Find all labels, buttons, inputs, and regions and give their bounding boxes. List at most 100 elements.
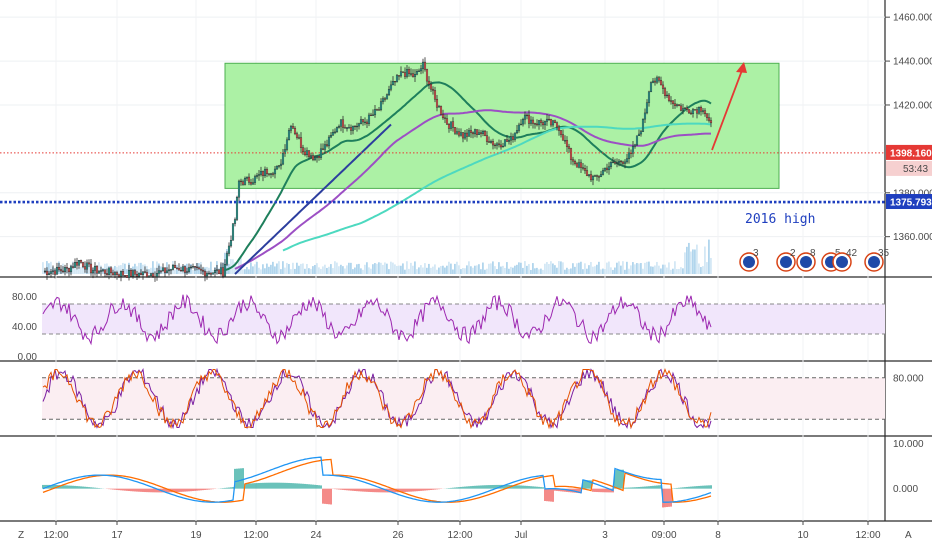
volume-bar [78,267,80,274]
price-tick-label[interactable]: 1420.000 [893,100,932,111]
event-flag-count[interactable]: 3 [753,248,759,259]
macd-histogram-bar [326,488,328,505]
annotation-2016-high[interactable]: 2016 high [745,212,815,227]
volume-bar [496,269,498,274]
candle-body [137,272,141,277]
time-tick-label[interactable]: 12:00 [43,530,68,541]
volume-bar [474,265,476,274]
stochastic-panel[interactable] [42,367,885,430]
candle-body [379,101,383,110]
candle-body [201,270,205,272]
current-price-label[interactable]: 1398.160 [890,148,932,159]
price-tick-label[interactable]: 1440.000 [893,57,932,68]
event-flag-count[interactable]: 35 [878,248,890,259]
volume-bar [436,269,438,274]
projection-arrow[interactable] [711,64,745,151]
macd-tick-label[interactable]: 10.000 [893,439,924,450]
time-tick-label[interactable]: 8 [715,530,721,541]
volume-bar [328,266,330,274]
candle-body [591,176,595,181]
volume-bar [526,265,528,274]
time-tick-label[interactable]: 24 [310,530,322,541]
macd-histogram-bar [120,488,122,491]
candle-body [207,272,211,275]
time-tick-label[interactable]: 12:00 [447,530,472,541]
macd-histogram-bar [132,488,134,492]
price-tick-label[interactable]: 1360.000 [893,232,932,243]
candle-body [219,267,223,275]
footer-left-label[interactable]: Z [18,530,24,541]
volume-bar [626,261,628,274]
time-tick-label[interactable]: 12:00 [243,530,268,541]
rsi-tick-label[interactable]: 80.00 [12,292,37,303]
macd-histogram-bar [402,488,404,493]
candle-body [275,165,279,170]
rsi-tick-label[interactable]: 40.00 [12,322,37,333]
candle-body [257,174,261,176]
volume-bar [312,266,314,274]
candle-body [305,150,309,155]
time-tick-label[interactable]: 12:00 [855,530,880,541]
candle-body [157,270,161,274]
time-tick-label[interactable]: 19 [190,530,202,541]
event-flag-count[interactable]: 42 [846,248,858,259]
volume-bar [618,261,620,274]
candle-body [623,161,627,164]
price-axis[interactable]: 1460.000 1440.000 1420.000 1380.000 1360.000… [12,13,932,495]
macd-histogram-bar [520,485,522,489]
candle-body [69,266,73,273]
candle-body [59,269,63,272]
event-flag-count[interactable]: 8 [810,248,816,259]
moving-average-line [222,81,712,272]
macd-panel[interactable] [42,456,712,508]
macd-histogram-bar [404,488,406,492]
footer-right-label[interactable]: A [905,530,912,541]
volume-bar [494,266,496,274]
candle-body [113,272,117,276]
countdown-label[interactable]: 53:43 [903,164,928,175]
price-panel[interactable]: 2016 high 32854235 [0,57,890,282]
rsi-panel[interactable] [42,294,885,346]
macd-histogram-bar [496,484,498,489]
macd-histogram-bar [578,488,580,494]
candle-body [695,109,699,114]
price-tick-label[interactable]: 1460.000 [893,13,932,24]
time-axis[interactable]: 12:00 17 19 12:00 24 26 12:00 Jul 3 09:00 8 10 12:00 [43,521,881,541]
volume-bar [570,268,572,274]
macd-histogram-bar [540,487,542,489]
rsi-tick-label[interactable]: 0.00 [18,352,38,363]
event-flags[interactable]: 32854235 [739,248,890,272]
time-tick-label[interactable]: 3 [602,530,608,541]
stoch-tick-label[interactable]: 80.000 [893,373,924,384]
macd-histogram-bar [474,485,476,489]
high-level-label[interactable]: 1375.793 [890,198,932,209]
macd-histogram-bar [452,487,454,489]
volume-bar [292,262,294,274]
candle-body [291,126,295,129]
time-tick-label[interactable]: 10 [797,530,809,541]
macd-histogram-bar [522,485,524,489]
volume-bar [250,262,252,274]
macd-histogram-bar [256,483,258,489]
event-flag-count[interactable]: 2 [790,248,796,259]
candle-body [269,173,273,175]
range-box[interactable] [224,62,780,189]
time-tick-label[interactable]: 09:00 [651,530,676,541]
candle-body [95,265,99,274]
candle-body [61,270,65,273]
price-tick-label[interactable]: 1380.000 [893,188,932,199]
macd-signal-line [42,458,712,503]
macd-histogram-bar [416,488,418,492]
time-tick-label[interactable]: 17 [111,530,123,541]
candle-body [491,141,495,146]
candle-body [245,176,249,179]
macd-histogram-bar [310,484,312,489]
time-tick-label[interactable]: 26 [392,530,404,541]
macd-histogram-bar [44,484,46,489]
macd-tick-label[interactable]: 0.000 [893,484,918,495]
time-tick-label[interactable]: Jul [515,530,528,541]
moving-averages [222,81,712,275]
macd-histogram-bar [582,479,584,489]
candle-body [459,132,463,136]
macd-histogram-bar [666,488,668,508]
